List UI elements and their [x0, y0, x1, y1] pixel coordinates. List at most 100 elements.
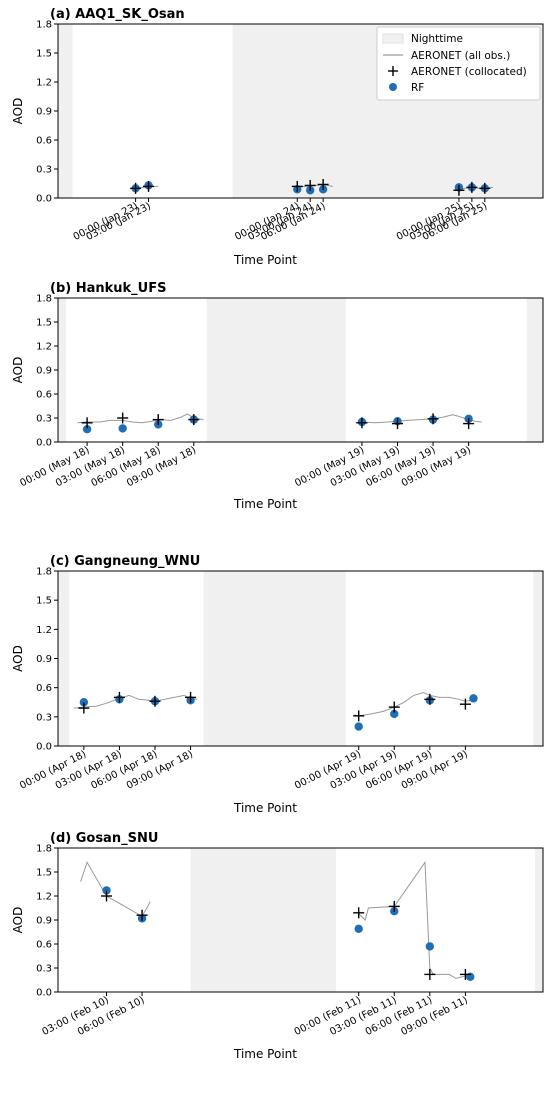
collocated-point-7 [424, 693, 436, 705]
y-tick-label: 0.3 [36, 414, 52, 425]
y-tick-label: 0.0 [36, 194, 52, 205]
aeronet-all-line-2 [353, 691, 472, 717]
legend-nighttime-label: Nighttime [411, 33, 463, 45]
collocated-point-3 [152, 414, 164, 426]
collocated-point-4 [304, 179, 316, 191]
plot-area [80, 848, 543, 992]
collocated-point-6 [459, 968, 471, 980]
rf-point-1 [79, 698, 89, 707]
legend-night-swatch [382, 33, 404, 44]
y-tick-label: 1.2 [36, 78, 52, 89]
y-tick-label: 0.3 [36, 964, 52, 975]
collocated-point-4 [188, 414, 200, 426]
collocated-point-4 [388, 900, 400, 912]
panel-title: (c) Gangneung_WNU [50, 554, 200, 569]
collocated-point-1 [130, 182, 142, 194]
rf-point-5 [425, 942, 435, 951]
collocated-point-2 [136, 909, 148, 921]
collocated-point-1 [81, 417, 93, 429]
night-band-1 [190, 848, 337, 992]
panel-2: 0.00.30.60.91.21.51.800:00 (May 18)03:00… [11, 281, 544, 511]
collocated-point-6 [453, 184, 465, 196]
collocated-point-5 [317, 178, 329, 190]
collocated-point-7 [427, 413, 439, 425]
x-axis-label: Time Point [233, 253, 297, 267]
panel-3: 0.00.30.60.91.21.51.800:00 (Apr 18)03:00… [11, 554, 544, 815]
plot-area [58, 298, 543, 442]
rf-point-5 [354, 722, 363, 731]
y-tick-label: 1.5 [36, 596, 52, 607]
y-tick-label: 1.8 [36, 294, 52, 305]
panel-4: 0.00.30.60.91.21.51.803:00 (Feb 10)06:00… [11, 831, 544, 1061]
y-tick-label: 0.6 [36, 390, 52, 401]
legend-collocated-label: AERONET (collocated) [411, 66, 527, 78]
night-band-2 [232, 24, 396, 198]
x-axis-label: Time Point [233, 801, 297, 815]
night-band-2 [203, 571, 346, 746]
collocated-point-1 [78, 702, 90, 714]
y-tick-label: 1.5 [36, 49, 52, 60]
plot-area [58, 24, 543, 198]
y-tick-label: 0.9 [36, 654, 52, 665]
collocated-point-2 [113, 691, 125, 703]
night-band-1 [58, 571, 70, 746]
panel-1: 0.00.30.60.91.21.51.800:00 (Jan 23)03:00… [11, 7, 544, 267]
y-tick-label: 1.2 [36, 892, 52, 903]
y-tick-label: 1.8 [36, 20, 52, 31]
y-tick-label: 1.2 [36, 625, 52, 636]
collocated-point-5 [353, 710, 365, 722]
y-tick-label: 1.2 [36, 342, 52, 353]
legend-box [376, 26, 541, 101]
aeronet-all-line-2 [355, 414, 482, 424]
collocated-point-3 [291, 180, 303, 192]
y-tick-label: 0.9 [36, 916, 52, 927]
y-tick-label: 1.5 [36, 318, 52, 329]
collocated-point-5 [356, 417, 368, 429]
rf-point-2 [118, 424, 127, 433]
collocated-point-6 [392, 418, 403, 430]
x-axis-label: Time Point [233, 497, 297, 511]
panel-title: (b) Hankuk_UFS [50, 281, 166, 296]
collocated-point-1 [101, 890, 112, 902]
rf-point-3 [354, 924, 363, 933]
night-band-1 [58, 24, 73, 198]
y-tick-label: 0.0 [36, 742, 52, 753]
collocated-point-2 [117, 412, 129, 424]
y-tick-label: 0.6 [36, 136, 52, 147]
rf-point-8 [469, 694, 478, 703]
plot-area [58, 571, 543, 746]
collocated-point-8 [463, 418, 475, 430]
legend: Nighttime AERONET (all obs.) AERONET (coll… [376, 26, 541, 101]
y-tick-label: 0.6 [36, 940, 52, 951]
collocated-point-7 [466, 181, 478, 193]
y-tick-label: 1.5 [36, 868, 52, 879]
y-axis-label: AOD [11, 907, 25, 934]
y-tick-label: 0.0 [36, 438, 52, 449]
y-tick-label: 0.9 [36, 107, 52, 118]
collocated-point-2 [143, 180, 155, 192]
rf-point-1 [102, 886, 111, 895]
collocated-point-8 [479, 182, 491, 194]
y-tick-label: 1.8 [36, 567, 52, 578]
y-tick-label: 0.6 [36, 683, 52, 694]
y-tick-label: 0.0 [36, 988, 52, 999]
legend-cross-swatch [388, 66, 398, 76]
rf-point-6 [390, 709, 399, 719]
legend-rf-label: RF [411, 82, 424, 94]
collocated-point-5 [424, 968, 436, 980]
legend-rf-swatch [389, 83, 397, 91]
aeronet-all-line-1 [74, 694, 198, 709]
night-band-2 [206, 298, 346, 442]
y-tick-label: 0.3 [36, 712, 52, 723]
x-axis-label: Time Point [233, 1047, 297, 1061]
panel-title: (d) Gosan_SNU [50, 831, 158, 846]
night-band-3 [526, 298, 543, 442]
y-axis-label: AOD [11, 645, 25, 672]
legend-all-obs-label: AERONET (all obs.) [411, 50, 510, 62]
panel-title: (a) AAQ1_SK_Osan [50, 7, 185, 22]
collocated-point-4 [185, 691, 197, 703]
aeronet-all-line-1 [77, 413, 204, 424]
collocated-point-3 [149, 695, 161, 707]
y-axis-label: AOD [11, 98, 25, 125]
